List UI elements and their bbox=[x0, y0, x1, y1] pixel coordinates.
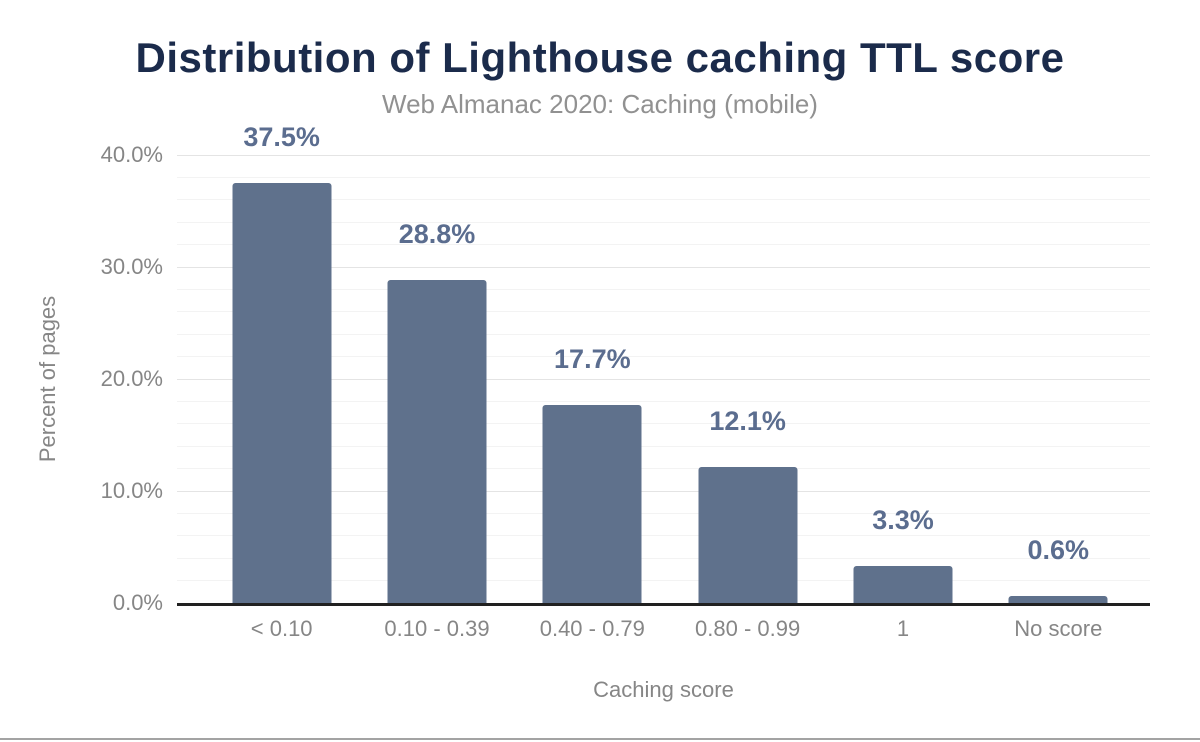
bar-1[interactable] bbox=[853, 566, 953, 603]
major-gridline bbox=[177, 154, 1150, 156]
x-tick-label: 0.40 - 0.79 bbox=[539, 616, 645, 641]
bar-value-label: 0.6% bbox=[1027, 535, 1090, 566]
bar-0.10 - 0.39[interactable] bbox=[387, 280, 487, 603]
minor-gridline bbox=[177, 580, 1150, 582]
minor-gridline bbox=[177, 288, 1150, 290]
bar-< 0.10[interactable] bbox=[232, 183, 332, 603]
bar-0.40 - 0.79[interactable] bbox=[542, 404, 642, 603]
bar-value-label: 17.7% bbox=[554, 343, 631, 374]
minor-gridline bbox=[177, 199, 1150, 201]
minor-gridline bbox=[177, 423, 1150, 425]
minor-gridline bbox=[177, 512, 1150, 514]
bar-slot: 28.8% bbox=[359, 155, 514, 603]
major-gridline bbox=[177, 266, 1150, 268]
chart-subtitle: Web Almanac 2020: Caching (mobile) bbox=[382, 89, 818, 119]
x-tick-label: 1 bbox=[896, 616, 910, 641]
minor-gridline bbox=[177, 535, 1150, 537]
y-tick-label: 40.0% bbox=[100, 142, 163, 167]
bar-value-label: 12.1% bbox=[709, 406, 786, 437]
bar-slot: 0.6% bbox=[981, 155, 1136, 603]
plot-area: 37.5% 28.8% 17.7% 12.1% 3.3% 0.6% bbox=[177, 122, 1150, 603]
minor-gridline bbox=[177, 468, 1150, 470]
x-tick-label: < 0.10 bbox=[250, 616, 313, 641]
bar-No score[interactable] bbox=[1008, 596, 1108, 603]
bar-slot: 17.7% bbox=[515, 155, 670, 603]
bar-slot: 37.5% bbox=[204, 122, 359, 603]
x-axis-line bbox=[177, 603, 1150, 606]
major-gridline bbox=[177, 490, 1150, 492]
x-axis-tick-labels: < 0.10 0.10 - 0.39 0.40 - 0.79 0.80 - 0.99 1… bbox=[204, 615, 1136, 643]
minor-gridline bbox=[177, 244, 1150, 246]
chart-title: Distribution of Lighthouse caching TTL s… bbox=[135, 34, 1065, 81]
y-tick-label: 20.0% bbox=[100, 366, 163, 391]
y-axis-tick-labels: 0.0% 10.0% 20.0% 30.0% 40.0% bbox=[0, 0, 163, 742]
minor-gridline bbox=[177, 221, 1150, 223]
major-gridline bbox=[177, 378, 1150, 380]
bottom-divider bbox=[0, 738, 1200, 740]
minor-gridline bbox=[177, 176, 1150, 178]
x-tick-label: No score bbox=[1014, 616, 1103, 641]
minor-gridline bbox=[177, 356, 1150, 358]
bars-row: 37.5% 28.8% 17.7% 12.1% 3.3% 0.6% bbox=[204, 122, 1136, 603]
x-tick-label: 0.80 - 0.99 bbox=[695, 616, 801, 641]
minor-gridline bbox=[177, 557, 1150, 559]
x-tick-label: 0.10 - 0.39 bbox=[384, 616, 490, 641]
y-tick-label: 10.0% bbox=[100, 478, 163, 503]
minor-gridline bbox=[177, 400, 1150, 402]
x-axis-title: Caching score bbox=[593, 677, 734, 702]
bar-value-label: 37.5% bbox=[243, 122, 320, 152]
y-tick-label: 0.0% bbox=[112, 590, 163, 615]
bar-0.80 - 0.99[interactable] bbox=[698, 467, 798, 603]
bar-value-label: 28.8% bbox=[398, 219, 476, 250]
y-tick-label: 30.0% bbox=[100, 254, 163, 279]
bar-slot: 12.1% bbox=[670, 155, 825, 603]
minor-gridline bbox=[177, 311, 1150, 313]
bar-value-label: 3.3% bbox=[872, 505, 934, 536]
minor-gridline bbox=[177, 333, 1150, 335]
minor-gridline bbox=[177, 445, 1150, 447]
bar-slot: 3.3% bbox=[825, 155, 980, 603]
